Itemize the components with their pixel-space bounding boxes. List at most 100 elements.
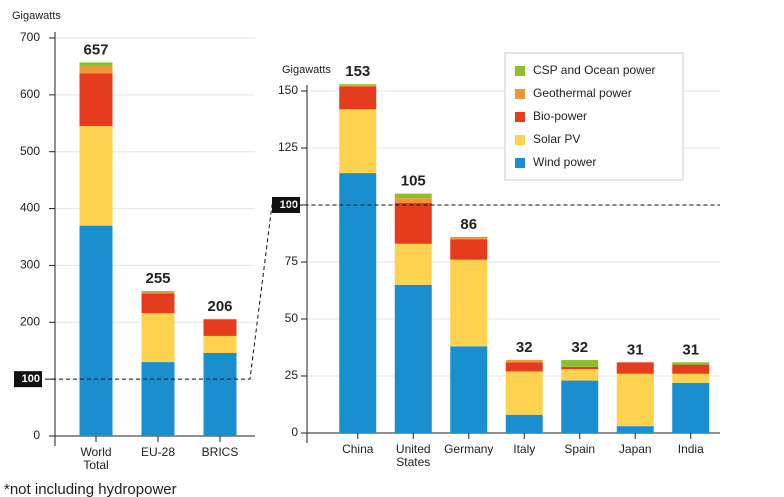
bar-segment [141, 291, 175, 293]
bar-segment [505, 360, 543, 363]
y-axis-label: Gigawatts [282, 64, 331, 76]
bar-segment [450, 238, 488, 240]
x-tick-label: Spain [564, 442, 595, 456]
x-tick-label: China [342, 442, 374, 456]
total-label: 105 [401, 173, 426, 190]
legend-label: Geothermal power [533, 86, 632, 100]
y-tick-label: 75 [285, 254, 299, 268]
bar-segment [505, 414, 543, 433]
bar-segment [394, 193, 432, 199]
bar-segment [672, 362, 710, 365]
y-tick-label: 400 [20, 201, 40, 215]
x-tick-label: BRICS [202, 445, 239, 459]
bar-segment [672, 382, 710, 433]
bar-segment [339, 84, 377, 86]
x-tick-label-line: Total [83, 458, 108, 472]
y-tick-label: 50 [285, 311, 299, 325]
ref-label-box [14, 371, 42, 388]
total-label: 32 [571, 339, 588, 356]
bar-segment [141, 293, 175, 314]
legend-swatch [515, 89, 525, 99]
total-label: 31 [682, 341, 699, 358]
y-axis-label: Gigawatts [12, 10, 61, 22]
x-tick-label-line: States [396, 455, 430, 469]
y-tick-label: 0 [33, 428, 40, 442]
y-tick-label: 100 [280, 199, 298, 211]
y-tick-label: 200 [20, 314, 40, 328]
x-tick-label: EU-28 [141, 445, 175, 459]
total-label: 153 [345, 63, 370, 80]
bar-segment [450, 259, 488, 347]
bar-segment [203, 318, 237, 320]
legend-label: Bio-power [533, 109, 587, 123]
bar-segment [450, 236, 488, 239]
reference-line [45, 204, 720, 380]
bar-segment [203, 319, 237, 336]
total-label: 206 [207, 298, 232, 315]
bar-segment [616, 373, 654, 427]
bar-segment [394, 202, 432, 244]
x-tick-label: United States [396, 442, 431, 469]
bar-segment [561, 360, 599, 367]
y-tick-label: 25 [285, 368, 299, 382]
total-label: 31 [627, 341, 644, 358]
bar-segment [79, 225, 113, 436]
bar-segment [141, 362, 175, 436]
bar-segment [561, 380, 599, 433]
total-label: 32 [516, 339, 533, 356]
y-tick-label: 600 [20, 87, 40, 101]
bar-segment [394, 243, 432, 285]
bar-segment [141, 292, 175, 294]
bar-segment [616, 362, 654, 374]
legend-label: CSP and Ocean power [533, 63, 656, 77]
bar-segment [79, 73, 113, 127]
legend-label: Solar PV [533, 132, 580, 146]
x-tick-label-line: World [80, 445, 111, 459]
y-tick-label: 0 [291, 425, 298, 439]
bar-segment [339, 85, 377, 87]
bar-segment [394, 284, 432, 433]
bar-segment [505, 371, 543, 415]
footnote: *not including hydropower [4, 481, 177, 497]
bar-segment [672, 364, 710, 374]
bar-segment [339, 109, 377, 174]
x-tick-label: Germany [444, 442, 493, 456]
bar-segment [450, 346, 488, 433]
legend-swatch [515, 135, 525, 145]
bar-segment [79, 126, 113, 226]
bar-segment [505, 362, 543, 372]
bar-segment [141, 313, 175, 363]
y-tick-label: 700 [20, 30, 40, 44]
bar-segment [79, 66, 113, 74]
total-label: 86 [460, 216, 477, 233]
y-tick-label: 150 [278, 83, 298, 97]
y-tick-label: 100 [22, 373, 40, 385]
bar-segment [203, 352, 237, 436]
y-tick-label: 500 [20, 144, 40, 158]
bar-segment [672, 373, 710, 383]
legend-label: Wind power [533, 155, 596, 169]
y-tick-label: 300 [20, 258, 40, 272]
total-label: 255 [145, 270, 170, 287]
legend-swatch [515, 112, 525, 122]
bar-segment [339, 173, 377, 433]
bar-segment [450, 239, 488, 260]
y-tick-label: 125 [278, 140, 298, 154]
total-label: 657 [83, 41, 108, 58]
legend-swatch [515, 158, 525, 168]
bar-segment [203, 335, 237, 353]
bar-segment [394, 198, 432, 203]
x-tick-label: India [678, 442, 704, 456]
x-tick-label: Italy [513, 442, 535, 456]
legend-swatch [515, 66, 525, 76]
bar-segment [616, 426, 654, 433]
x-tick-label: Japan [619, 442, 652, 456]
legend-box [504, 52, 684, 181]
bar-segment [339, 86, 377, 110]
bar-segment [561, 369, 599, 381]
x-tick-label: World Total [80, 445, 111, 472]
bar-segment [561, 366, 599, 370]
x-tick-label-line: United [396, 442, 431, 456]
bar-segment [79, 62, 113, 67]
